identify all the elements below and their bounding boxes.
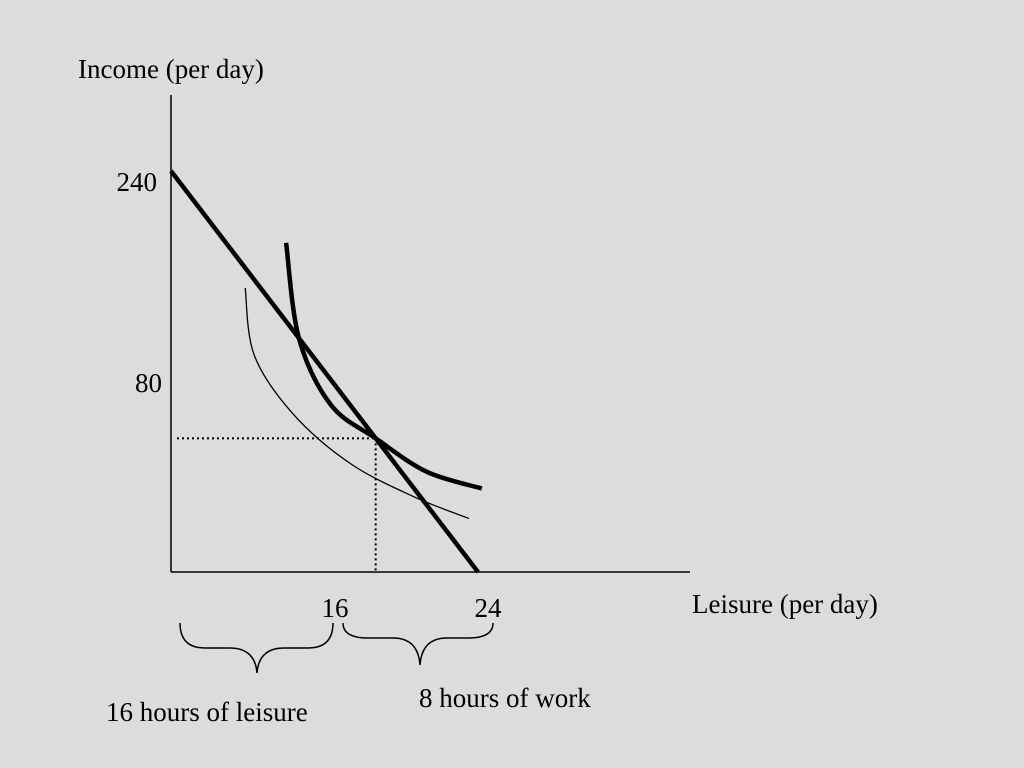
leisure-brace-label: 16 hours of leisure [106, 697, 308, 727]
x-tick-16: 16 [322, 593, 349, 623]
y-tick-80: 80 [135, 368, 162, 398]
indifference-curve-high [283, 242, 483, 491]
leisure-brace [179, 622, 334, 674]
budget-line [169, 169, 480, 574]
work-brace-label: 8 hours of work [419, 683, 591, 713]
work-brace [342, 622, 494, 666]
y-tick-240: 240 [117, 167, 158, 197]
indifference-curve-low [244, 287, 470, 520]
x-axis-label: Leisure (per day) [692, 589, 878, 619]
x-tick-24: 24 [475, 593, 503, 623]
y-axis-label: Income (per day) [78, 54, 264, 84]
